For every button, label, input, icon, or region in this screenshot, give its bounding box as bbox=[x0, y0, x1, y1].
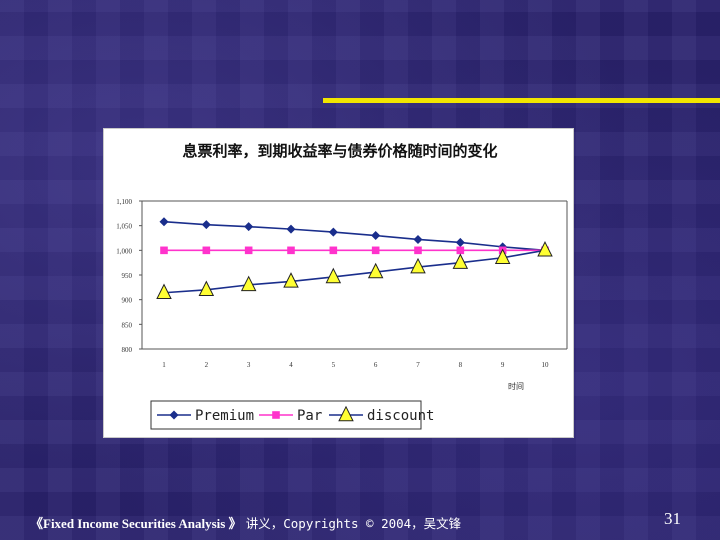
accent-line bbox=[323, 98, 720, 103]
x-tick-label: 7 bbox=[416, 361, 420, 369]
footer: 《Fixed Income Securities Analysis 》 讲义，C… bbox=[30, 513, 461, 532]
x-tick-label: 1 bbox=[162, 361, 166, 369]
footer-course-title: 《Fixed Income Securities Analysis 》 bbox=[30, 516, 242, 531]
legend-label-premium: Premium bbox=[195, 408, 254, 424]
data-point-par bbox=[287, 246, 295, 255]
data-point-par bbox=[329, 246, 338, 255]
data-point-discount bbox=[367, 262, 384, 279]
legend-marker-premium bbox=[169, 410, 179, 420]
data-point-par bbox=[456, 246, 465, 255]
data-point-discount bbox=[240, 275, 257, 292]
legend-marker-par bbox=[272, 411, 280, 419]
data-point-discount bbox=[494, 248, 511, 264]
data-point-premium bbox=[371, 231, 381, 241]
data-point-discount bbox=[537, 241, 553, 257]
x-tick-label: 9 bbox=[501, 361, 505, 369]
data-point-discount bbox=[283, 272, 299, 288]
y-tick-label: 850 bbox=[122, 321, 133, 329]
data-point-par bbox=[371, 246, 380, 255]
data-point-par bbox=[414, 246, 422, 255]
legend-label-discount: discount bbox=[367, 408, 434, 424]
x-tick-label: 5 bbox=[332, 361, 336, 369]
data-point-premium bbox=[201, 220, 211, 230]
y-tick-label: 800 bbox=[122, 346, 133, 354]
data-point-par bbox=[244, 246, 253, 255]
line-chart: 息票利率，到期收益率与债券价格随时间的变化 800 850 900 950 1,000 1,… bbox=[116, 142, 568, 430]
data-point-par bbox=[202, 246, 211, 255]
data-point-premium bbox=[286, 224, 296, 234]
x-tick-label: 2 bbox=[205, 361, 209, 369]
chart-panel: 息票利率，到期收益率与债券价格随时间的变化 800 850 900 950 1,000 1,… bbox=[103, 128, 574, 438]
y-tick-label: 1,050 bbox=[116, 223, 132, 231]
x-tick-label: 3 bbox=[247, 361, 251, 369]
data-point-discount bbox=[198, 280, 215, 297]
data-point-premium bbox=[413, 234, 423, 244]
y-tick-label: 900 bbox=[122, 297, 133, 305]
data-point-premium bbox=[244, 222, 254, 232]
series-line-discount bbox=[163, 249, 546, 294]
x-axis-label: 时间 bbox=[508, 381, 524, 391]
y-tick-label: 1,100 bbox=[116, 198, 132, 206]
footer-copyright: 讲义，Copyrights © 2004，吴文锋 bbox=[245, 516, 462, 531]
chart-title: 息票利率，到期收益率与债券价格随时间的变化 bbox=[182, 142, 497, 160]
y-tick-label: 950 bbox=[122, 272, 133, 280]
x-tick-label: 10 bbox=[542, 361, 550, 369]
page-number: 31 bbox=[664, 509, 681, 528]
data-point-premium bbox=[328, 227, 338, 237]
series-line-premium bbox=[163, 220, 546, 252]
data-point-discount bbox=[325, 267, 342, 284]
data-point-par bbox=[160, 246, 168, 255]
data-point-premium bbox=[159, 217, 169, 227]
legend-marker-discount bbox=[338, 405, 354, 422]
data-point-premium bbox=[455, 237, 465, 247]
data-point-discount bbox=[452, 253, 469, 269]
data-point-discount bbox=[410, 257, 426, 274]
y-tick-label: 1,000 bbox=[116, 247, 132, 255]
x-tick-label: 8 bbox=[459, 361, 463, 369]
x-tick-label: 4 bbox=[289, 361, 293, 369]
legend-label-par: Par bbox=[297, 408, 322, 424]
data-point-discount bbox=[156, 283, 172, 299]
x-tick-label: 6 bbox=[374, 361, 378, 369]
